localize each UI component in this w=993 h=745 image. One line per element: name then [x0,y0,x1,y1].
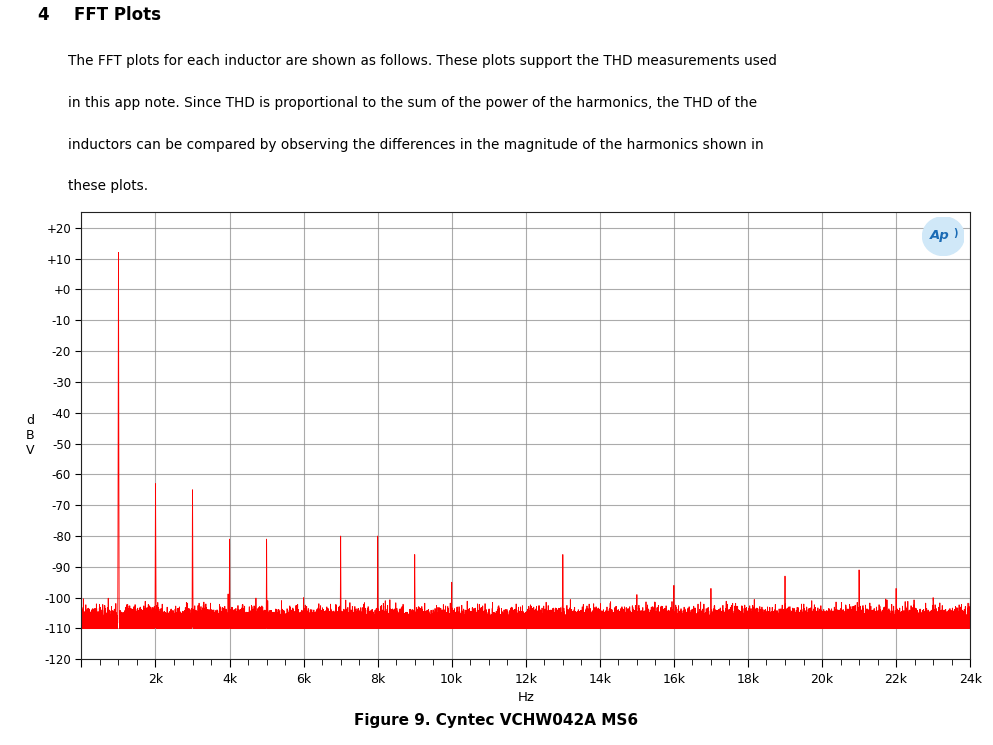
Ellipse shape [922,217,964,256]
Text: 4: 4 [38,6,50,24]
Text: inductors can be compared by observing the differences in the magnitude of the h: inductors can be compared by observing t… [68,138,764,151]
Text: in this app note. Since THD is proportional to the sum of the power of the harmo: in this app note. Since THD is proportio… [68,96,757,110]
Y-axis label: d
B
V: d B V [26,414,35,457]
Text: FFT Plots: FFT Plots [74,6,162,24]
Text: The FFT plots for each inductor are shown as follows. These plots support the TH: The FFT plots for each inductor are show… [68,54,777,69]
Text: these plots.: these plots. [68,180,148,193]
Text: ): ) [952,228,957,238]
X-axis label: Hz: Hz [517,691,534,704]
Text: Figure 9. Cyntec VCHW042A MS6: Figure 9. Cyntec VCHW042A MS6 [355,713,638,728]
Text: Ap: Ap [930,229,950,242]
